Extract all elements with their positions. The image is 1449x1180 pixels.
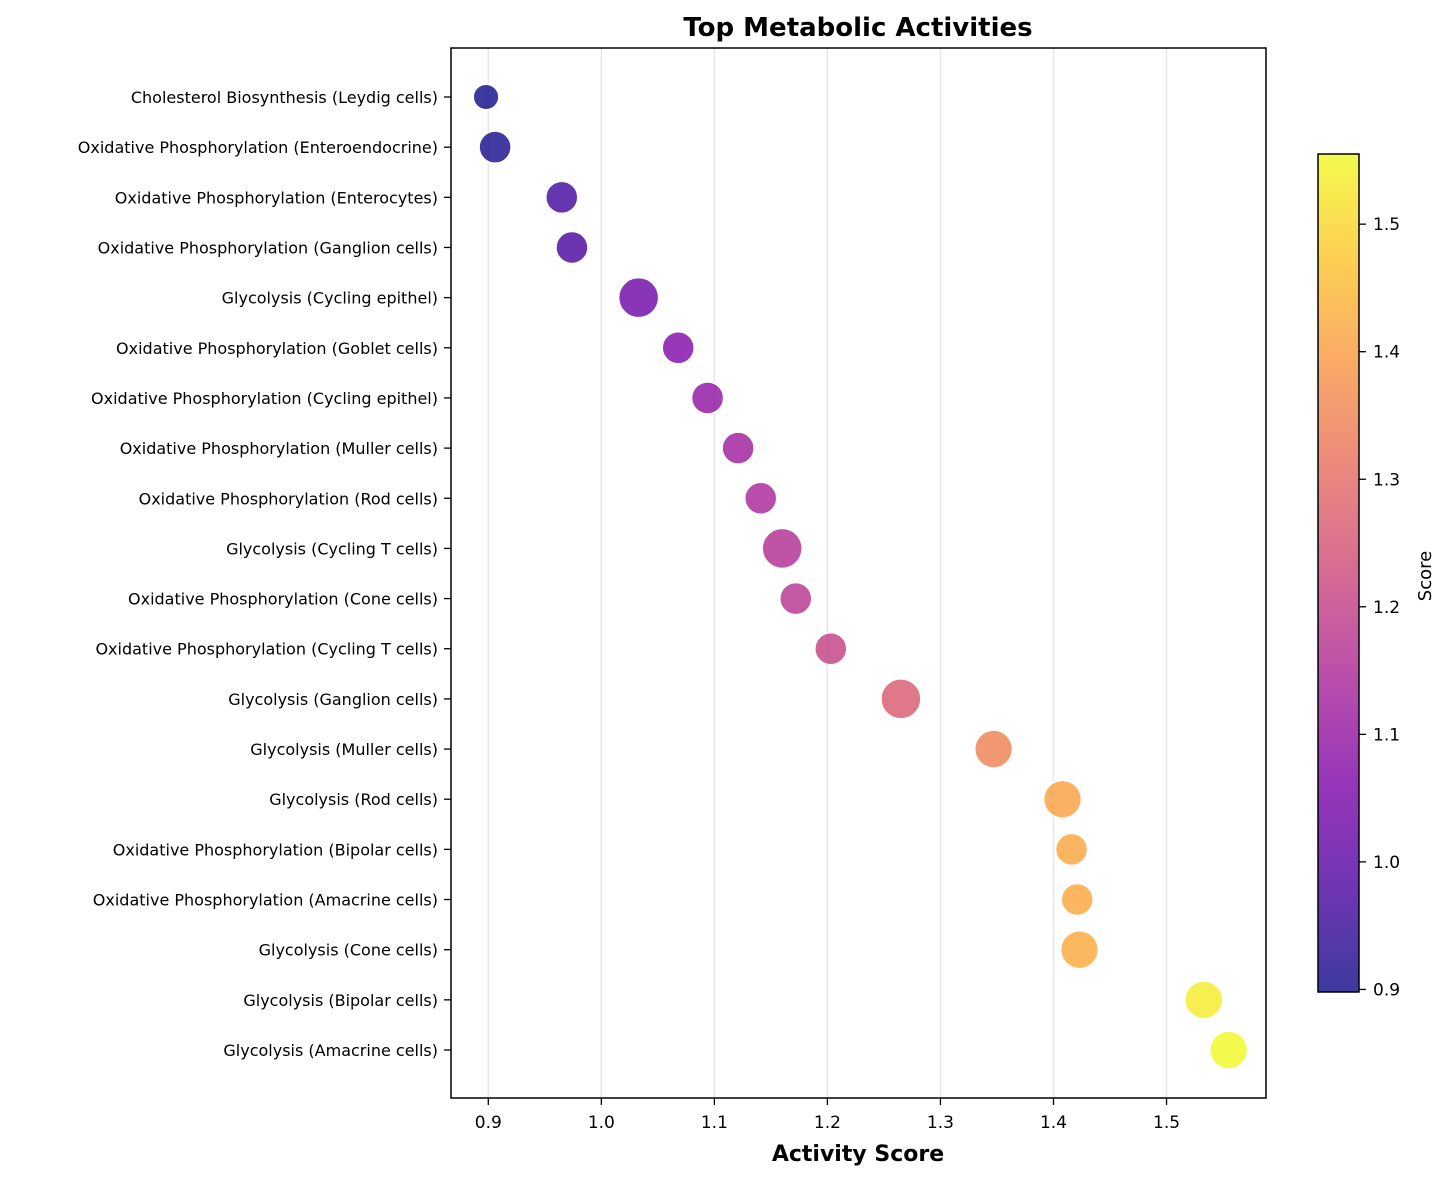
- data-point: [555, 230, 589, 265]
- data-point: [1060, 882, 1094, 917]
- data-point: [617, 276, 660, 319]
- y-tick-label: Glycolysis (Muller cells): [250, 740, 438, 759]
- x-axis-title: Activity Score: [772, 1142, 944, 1167]
- y-tick-label: Oxidative Phosphorylation (Amacrine cell…: [93, 891, 438, 910]
- data-point: [545, 180, 579, 215]
- colorbar-tick-label: 1.1: [1373, 725, 1400, 745]
- data-point: [1054, 832, 1089, 867]
- data-point: [743, 481, 778, 516]
- y-tick-label: Glycolysis (Cycling epithel): [222, 289, 438, 308]
- data-point: [472, 83, 500, 111]
- x-tick-label: 1.2: [814, 1113, 841, 1133]
- y-tick-label: Oxidative Phosphorylation (Rod cells): [139, 489, 438, 508]
- y-tick-label: Glycolysis (Cycling T cells): [226, 539, 438, 558]
- colorbar-tick-label: 1.3: [1373, 470, 1400, 490]
- y-tick-label: Oxidative Phosphorylation (Muller cells): [120, 439, 438, 458]
- plot-area-frame: [450, 47, 1267, 1099]
- data-point: [478, 130, 512, 164]
- data-point: [1059, 930, 1100, 970]
- colorbar-tick-label: 1.0: [1373, 853, 1400, 873]
- y-tick-label: Glycolysis (Ganglion cells): [228, 690, 438, 709]
- colorbar-tick-label: 1.4: [1373, 343, 1400, 363]
- colorbar: 0.9 1.0 1.1 1.2 1.3 1.4 1.5 Score: [1317, 153, 1436, 1000]
- colorbar-tick-label: 1.2: [1373, 598, 1400, 618]
- y-tick-label: Oxidative Phosphorylation (Cycling epith…: [91, 389, 438, 408]
- colorbar-frame: [1317, 153, 1360, 993]
- data-point: [880, 678, 922, 720]
- x-tick-label: 0.9: [475, 1113, 502, 1133]
- y-tick-label: Oxidative Phosphorylation (Cycling T cel…: [95, 640, 438, 659]
- colorbar-tick-label: 1.5: [1373, 215, 1400, 235]
- colorbar-gradient: [1318, 154, 1359, 992]
- x-tick-label: 1.0: [588, 1113, 615, 1133]
- data-point: [721, 431, 755, 465]
- y-tick-label: Glycolysis (Amacrine cells): [223, 1041, 438, 1060]
- x-tick-label: 1.3: [927, 1113, 954, 1133]
- y-tick-label: Oxidative Phosphorylation (Enterocytes): [115, 188, 438, 207]
- data-point: [1184, 980, 1224, 1020]
- y-axis-labels: Cholesterol Biosynthesis (Leydig cells) O…: [78, 88, 451, 1060]
- x-tick-label: 1.4: [1040, 1113, 1067, 1133]
- y-tick-label: Glycolysis (Bipolar cells): [243, 991, 438, 1010]
- data-point: [690, 381, 725, 415]
- y-tick-label: Oxidative Phosphorylation (Enteroendocri…: [78, 138, 438, 157]
- data-point: [1209, 1030, 1249, 1070]
- x-axis-ticks: 0.9 1.0 1.1 1.2 1.3 1.4 1.5: [475, 1098, 1180, 1133]
- data-point: [814, 631, 848, 666]
- data-point: [1042, 779, 1083, 819]
- y-tick-label: Oxidative Phosphorylation (Cone cells): [128, 590, 438, 609]
- grid-lines: [487, 48, 1168, 1098]
- y-tick-label: Oxidative Phosphorylation (Goblet cells): [116, 339, 438, 358]
- data-point: [779, 581, 813, 616]
- colorbar-title: Score: [1415, 551, 1436, 601]
- x-tick-label: 1.1: [701, 1113, 728, 1133]
- data-point: [761, 527, 803, 570]
- chart-title: Top Metabolic Activities: [683, 13, 1032, 43]
- y-tick-label: Oxidative Phosphorylation (Ganglion cell…: [98, 238, 438, 257]
- colorbar-tick-label: 0.9: [1373, 980, 1400, 1000]
- y-tick-label: Glycolysis (Rod cells): [269, 790, 438, 809]
- data-point: [973, 729, 1014, 769]
- y-tick-label: Glycolysis (Cone cells): [259, 941, 438, 960]
- x-tick-label: 1.5: [1153, 1113, 1180, 1133]
- data-point: [661, 331, 695, 365]
- colorbar-ticks: 0.9 1.0 1.1 1.2 1.3 1.4 1.5: [1359, 215, 1400, 1000]
- y-tick-label: Oxidative Phosphorylation (Bipolar cells…: [113, 840, 438, 859]
- y-tick-label: Cholesterol Biosynthesis (Leydig cells): [131, 88, 438, 107]
- data-points: [472, 83, 1249, 1070]
